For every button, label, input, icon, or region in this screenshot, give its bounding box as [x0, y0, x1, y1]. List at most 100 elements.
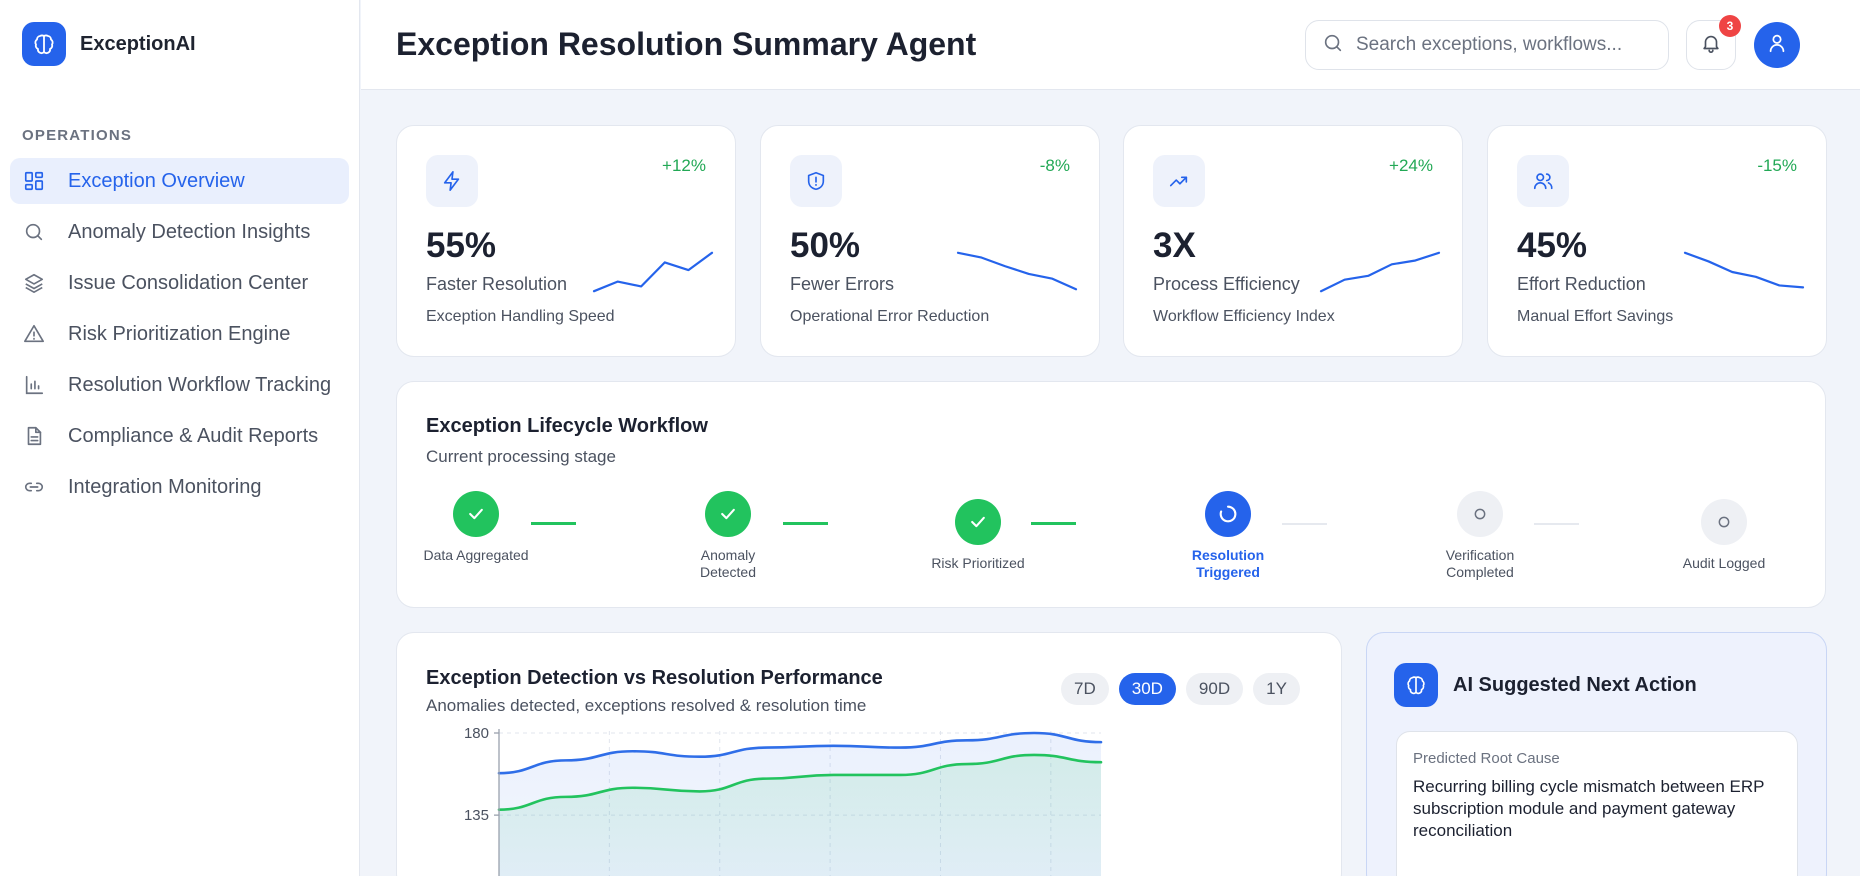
top-header: Exception Resolution Summary Agent 3 [361, 0, 1860, 90]
user-icon [1766, 32, 1788, 59]
workflow-step-label: Verification Completed [1445, 547, 1515, 580]
search-box[interactable] [1305, 20, 1669, 70]
kpi-sublabel: Workflow Efficiency Index [1153, 308, 1335, 325]
trend-up-icon [1153, 155, 1205, 207]
workflow-step-risk-prioritized[interactable]: Risk Prioritized [913, 499, 1043, 572]
brand[interactable]: ExceptionAI [22, 22, 196, 66]
check-icon [453, 491, 499, 537]
series-area [499, 754, 1101, 876]
range-7d-button[interactable]: 7D [1061, 673, 1109, 705]
workflow-step-label: Risk Prioritized [931, 555, 1025, 571]
range-1y-button[interactable]: 1Y [1253, 673, 1300, 705]
sidebar-item-label: Resolution Workflow Tracking [68, 373, 332, 396]
workflow-connector [783, 522, 828, 525]
series-line [497, 753, 1103, 811]
brain-icon [1394, 663, 1438, 707]
series-line [497, 731, 1103, 775]
kpi-card-effort[interactable]: -15% 45% Effort Reduction Manual Effort … [1487, 125, 1827, 357]
circle-icon [1701, 499, 1747, 545]
workflow-step-resolution-triggered[interactable]: Resolution Triggered [1163, 491, 1293, 581]
sparkline-series [1683, 251, 1805, 289]
layers-icon [22, 271, 46, 295]
workflow-title: Exception Lifecycle Workflow [426, 415, 708, 437]
kpi-label: Faster Resolution [426, 274, 568, 294]
sidebar-item-compliance-audit[interactable]: Compliance & Audit Reports [10, 413, 349, 459]
kpi-delta: +12% [662, 156, 706, 175]
bar-chart-icon [22, 373, 46, 397]
spinner-icon [1205, 491, 1251, 537]
kpi-delta: +24% [1389, 156, 1433, 175]
sidebar-item-label: Issue Consolidation Center [68, 271, 309, 294]
y-tick-label: 180 [464, 725, 489, 742]
sidebar: ExceptionAI OPERATIONS Exception Overvie… [0, 0, 360, 876]
sidebar-item-integration-monitoring[interactable]: Integration Monitoring [10, 464, 349, 510]
workflow-step-label: Audit Logged [1682, 555, 1766, 571]
section-label-operations: OPERATIONS [22, 127, 133, 144]
workflow-step-label: Data Aggregated [423, 547, 529, 563]
document-icon [22, 424, 46, 448]
kpi-value: 55% [426, 226, 497, 265]
kpi-value: 50% [790, 226, 861, 265]
search-icon [1322, 32, 1344, 59]
performance-chart: 180 135 [464, 725, 1103, 876]
sidebar-item-label: Exception Overview [68, 169, 245, 192]
kpi-value: 45% [1517, 226, 1588, 265]
root-cause-label: Predicted Root Cause [1413, 750, 1560, 767]
check-icon [705, 491, 751, 537]
kpi-sublabel: Manual Effort Savings [1517, 308, 1674, 325]
ai-suggestion-card: AI Suggested Next Action Predicted Root … [1366, 632, 1827, 876]
grid-icon [22, 169, 46, 193]
y-tick-label: 135 [464, 807, 489, 824]
sidebar-item-label: Compliance & Audit Reports [68, 424, 319, 447]
kpi-sparkline [1683, 251, 1805, 289]
sidebar-item-issue-consolidation[interactable]: Issue Consolidation Center [10, 260, 349, 306]
chart-title: Exception Detection vs Resolution Perfor… [426, 667, 883, 689]
brand-name: ExceptionAI [80, 32, 196, 55]
circle-icon [1457, 491, 1503, 537]
page-title: Exception Resolution Summary Agent [396, 26, 977, 62]
kpi-card-efficiency[interactable]: +24% 3X Process Efficiency Workflow Effi… [1123, 125, 1463, 357]
chart-subtitle: Anomalies detected, exceptions resolved … [426, 696, 867, 715]
link-icon [22, 475, 46, 499]
user-avatar[interactable] [1754, 22, 1800, 68]
kpi-value: 3X [1153, 226, 1196, 265]
root-cause-panel: Predicted Root Cause Recurring billing c… [1396, 731, 1798, 876]
shield-alert-icon [790, 155, 842, 207]
range-selector: 7D 30D 90D 1Y [1061, 673, 1310, 705]
sidebar-nav: Exception Overview Anomaly Detection Ins… [10, 158, 349, 515]
workflow-subtitle: Current processing stage [426, 447, 616, 466]
sidebar-item-risk-prioritization[interactable]: Risk Prioritization Engine [10, 311, 349, 357]
workflow-connector [1031, 522, 1076, 525]
warning-icon [22, 322, 46, 346]
sparkline-series [956, 251, 1078, 291]
sidebar-item-label: Anomaly Detection Insights [68, 220, 311, 243]
range-90d-button[interactable]: 90D [1185, 673, 1244, 705]
search-input[interactable] [1356, 34, 1646, 56]
search-icon [22, 220, 46, 244]
kpi-label: Effort Reduction [1517, 274, 1646, 294]
workflow-step-label: Anomaly Detected [699, 547, 757, 580]
range-30d-button[interactable]: 30D [1118, 673, 1176, 705]
bell-icon [1700, 32, 1722, 59]
workflow-step-data-aggregated[interactable]: Data Aggregated [411, 491, 541, 564]
kpi-card-resolution[interactable]: +12% 55% Faster Resolution Exception Han… [396, 125, 736, 357]
sidebar-item-exception-overview[interactable]: Exception Overview [10, 158, 349, 204]
sidebar-item-label: Integration Monitoring [68, 475, 262, 498]
workflow-connector [531, 522, 576, 525]
workflow-step-audit-logged[interactable]: Audit Logged [1659, 499, 1789, 572]
sparkline-series [592, 251, 714, 293]
sidebar-item-resolution-workflow[interactable]: Resolution Workflow Tracking [10, 362, 349, 408]
ai-suggestion-title: AI Suggested Next Action [1453, 674, 1697, 696]
workflow-step-verification-completed[interactable]: Verification Completed [1415, 491, 1545, 581]
brain-icon [22, 22, 66, 66]
performance-chart-card: Exception Detection vs Resolution Perfor… [396, 632, 1342, 876]
sidebar-item-anomaly-detection[interactable]: Anomaly Detection Insights [10, 209, 349, 255]
kpi-label: Process Efficiency [1153, 274, 1300, 294]
workflow-step-anomaly-detected[interactable]: Anomaly Detected [663, 491, 793, 581]
kpi-sparkline [592, 251, 714, 293]
kpi-sparkline [1319, 251, 1441, 293]
workflow-connector [1282, 523, 1327, 525]
kpi-sublabel: Operational Error Reduction [790, 308, 990, 325]
kpi-card-errors[interactable]: -8% 50% Fewer Errors Operational Error R… [760, 125, 1100, 357]
sparkline-series [1319, 251, 1441, 293]
